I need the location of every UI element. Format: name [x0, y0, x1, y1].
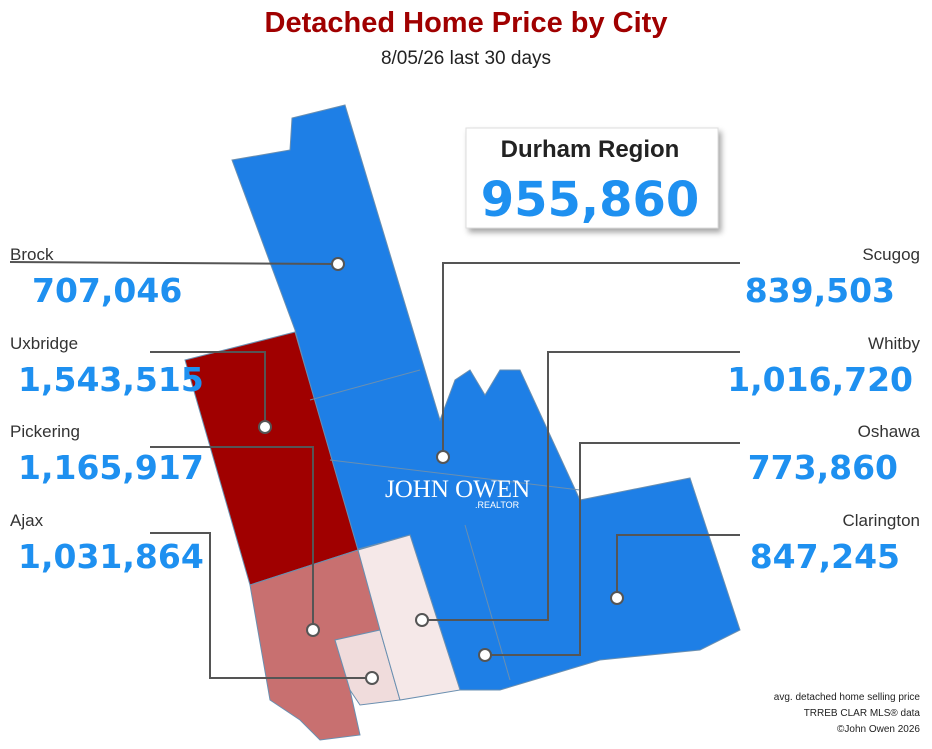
marker: [415, 613, 429, 627]
city-value: 707,046: [32, 271, 182, 310]
title: Detached Home Price by City: [265, 7, 668, 39]
durham-box: Durham Region 955,860: [465, 127, 719, 229]
city-name: Brock: [10, 245, 54, 264]
city-value: 1,165,917: [18, 448, 204, 487]
city-name: Oshawa: [858, 422, 921, 441]
city-name: Ajax: [10, 511, 44, 530]
marker: [365, 671, 379, 685]
region-name: Durham Region: [501, 136, 680, 163]
region-value: 955,860: [481, 172, 700, 228]
city-name: Pickering: [10, 422, 80, 441]
leader-line: [9, 261, 339, 265]
footer: ©John Owen 2026: [837, 724, 920, 735]
city-name: Whitby: [868, 334, 920, 353]
city-name: Clarington: [843, 511, 921, 530]
marker: [258, 420, 272, 434]
marker: [478, 648, 492, 662]
subtitle: 8/05/26 last 30 days: [381, 48, 551, 69]
logo-suffix: .REALTOR: [475, 500, 520, 510]
leader-line: [150, 446, 314, 630]
leader-line: [422, 351, 740, 621]
leader-line: [150, 532, 372, 679]
border: [309, 369, 421, 401]
marker: [436, 450, 450, 464]
footer: TRREB CLAR MLS® data: [804, 708, 921, 719]
city-name: Uxbridge: [10, 334, 78, 353]
whitby: [357, 534, 461, 701]
marker: [306, 623, 320, 637]
marker: [331, 257, 345, 271]
city-value: 1,543,515: [18, 360, 204, 399]
logo: JOHN OWEN: [385, 476, 530, 503]
ajax: [334, 629, 401, 706]
box: [465, 127, 719, 229]
city-name: Scugog: [862, 245, 920, 264]
leader-line: [485, 442, 740, 656]
leader-line: [150, 351, 266, 427]
map: [184, 104, 741, 741]
leader-line: [616, 534, 740, 598]
footer: avg. detached home selling price: [774, 692, 921, 703]
city-value: 847,245: [750, 537, 900, 576]
leader-line: [442, 262, 740, 457]
city-value: 1,031,864: [18, 537, 204, 576]
city-value: 773,860: [748, 448, 898, 487]
cities: Brock 707,046 Uxbridge 1,543,515 Pickering 1,…: [9, 245, 921, 685]
marker: [610, 591, 624, 605]
city-value: 839,503: [745, 271, 895, 310]
city-value: 1,016,720: [727, 360, 913, 399]
border: [329, 459, 581, 491]
